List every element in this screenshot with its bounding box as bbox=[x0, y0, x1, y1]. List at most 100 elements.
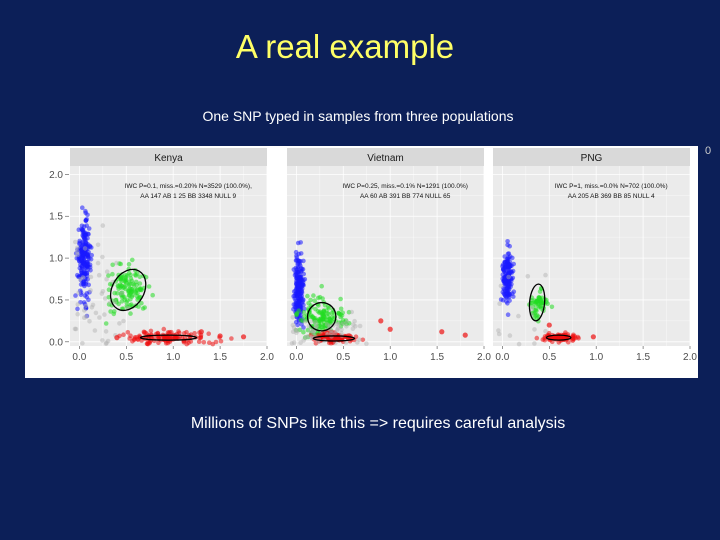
data-point bbox=[313, 341, 319, 346]
data-point bbox=[99, 291, 105, 296]
data-point bbox=[82, 246, 88, 251]
data-point bbox=[538, 303, 544, 309]
cluster-plot-svg: 0.0 0.5 1.0 1.5 2.0 Kenya 0.0 0.5 1.0 1.5 2.0 IWC P… bbox=[49, 148, 697, 363]
data-point bbox=[338, 314, 343, 320]
data-point bbox=[498, 283, 504, 289]
data-point bbox=[84, 294, 90, 300]
data-point bbox=[88, 274, 94, 280]
data-point bbox=[294, 255, 300, 260]
data-point bbox=[75, 249, 80, 254]
data-point bbox=[303, 319, 308, 324]
data-point bbox=[144, 341, 150, 346]
data-point bbox=[78, 292, 84, 297]
data-point bbox=[106, 287, 112, 292]
facet-strip-label: PNG bbox=[581, 153, 603, 164]
data-point bbox=[78, 282, 84, 287]
data-point bbox=[506, 274, 511, 280]
panel-annotation-line2: AA 205 AB 369 BB 85 NULL 4 bbox=[568, 193, 655, 200]
data-point bbox=[128, 276, 134, 281]
data-point bbox=[75, 245, 80, 251]
data-point bbox=[332, 331, 338, 336]
cluster-null bbox=[289, 309, 369, 346]
y-tick-label: 1.0 bbox=[49, 254, 63, 265]
data-point bbox=[206, 331, 211, 336]
data-point bbox=[83, 303, 89, 309]
data-point bbox=[319, 283, 325, 289]
data-point bbox=[543, 328, 548, 334]
data-point bbox=[299, 283, 305, 289]
x-tick-label: 1.5 bbox=[213, 352, 227, 363]
data-point bbox=[321, 309, 327, 314]
data-point bbox=[197, 335, 202, 341]
data-point bbox=[328, 318, 334, 323]
cluster-ab bbox=[527, 286, 555, 324]
data-point bbox=[90, 302, 96, 308]
data-point bbox=[103, 321, 109, 326]
data-point bbox=[89, 252, 94, 258]
data-point bbox=[119, 290, 125, 296]
data-point bbox=[533, 302, 538, 307]
data-point bbox=[326, 311, 331, 317]
outlier-point bbox=[114, 335, 120, 341]
x-tick-label: 2.0 bbox=[683, 352, 697, 363]
cluster-ab bbox=[103, 257, 155, 326]
data-point bbox=[117, 321, 122, 326]
data-point bbox=[293, 327, 298, 333]
data-point bbox=[72, 326, 78, 332]
data-point bbox=[125, 298, 130, 303]
data-point bbox=[130, 292, 135, 298]
data-point bbox=[336, 311, 341, 316]
data-point bbox=[352, 318, 357, 324]
data-point bbox=[111, 311, 117, 317]
y-tick-label: 0.0 bbox=[49, 337, 63, 348]
data-point bbox=[80, 275, 86, 280]
outlier-point bbox=[546, 322, 552, 328]
data-point bbox=[100, 223, 106, 228]
data-point bbox=[290, 322, 296, 328]
x-tick-label: 0.5 bbox=[119, 352, 133, 363]
data-point bbox=[500, 262, 506, 267]
slide-title: A real example bbox=[235, 28, 455, 65]
data-point bbox=[123, 280, 129, 285]
x-tick-label: 1.0 bbox=[589, 352, 603, 363]
genotype-ellipse bbox=[109, 268, 147, 312]
data-point bbox=[530, 310, 536, 316]
data-point bbox=[339, 330, 344, 336]
data-point bbox=[84, 314, 89, 319]
data-point bbox=[291, 302, 297, 307]
data-point bbox=[310, 314, 315, 320]
data-point bbox=[76, 290, 81, 295]
data-point bbox=[529, 300, 535, 306]
data-point bbox=[293, 328, 299, 333]
data-point bbox=[505, 242, 510, 248]
data-point bbox=[497, 301, 502, 306]
data-point bbox=[503, 274, 509, 280]
x-tick-label: 2.0 bbox=[477, 352, 491, 363]
data-point bbox=[118, 261, 123, 267]
data-point bbox=[344, 319, 350, 324]
data-point bbox=[318, 320, 324, 326]
cluster-null bbox=[72, 223, 131, 346]
data-point bbox=[350, 326, 356, 332]
data-point bbox=[84, 243, 90, 249]
data-point bbox=[218, 338, 224, 344]
outlier-point bbox=[387, 326, 393, 332]
data-point bbox=[148, 328, 154, 334]
data-point bbox=[96, 272, 102, 278]
cluster-null bbox=[496, 272, 548, 347]
data-point bbox=[297, 302, 303, 308]
panel-annotation-line2: AA 60 AB 391 BB 774 NULL 65 bbox=[360, 193, 451, 200]
data-point bbox=[82, 261, 87, 267]
data-point bbox=[329, 328, 334, 333]
data-point bbox=[305, 327, 311, 333]
data-point bbox=[95, 260, 101, 266]
data-point bbox=[291, 325, 297, 330]
data-point bbox=[311, 331, 316, 336]
data-point bbox=[116, 301, 121, 307]
data-point bbox=[294, 269, 300, 275]
data-point bbox=[112, 299, 118, 304]
data-point bbox=[296, 251, 302, 257]
data-point bbox=[128, 311, 133, 316]
data-point bbox=[360, 337, 366, 343]
data-point bbox=[126, 293, 132, 298]
